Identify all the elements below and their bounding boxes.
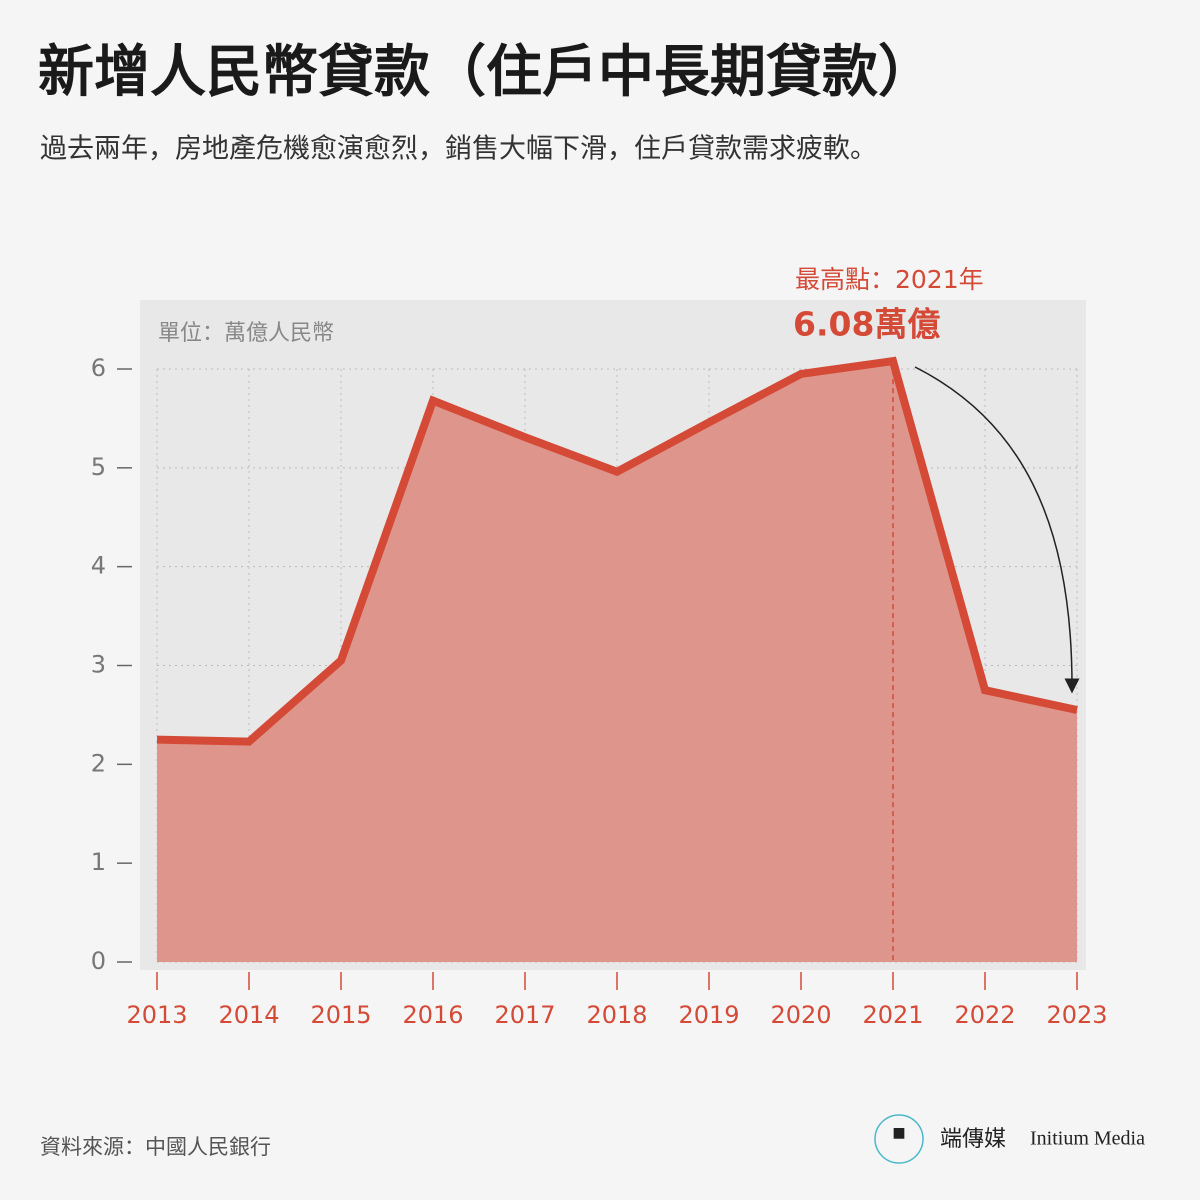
unit-label: 單位：萬億人民幣 bbox=[158, 321, 334, 346]
x-tick-label: 2023 bbox=[1046, 1001, 1107, 1029]
x-tick-label: 2015 bbox=[310, 1001, 371, 1029]
annotation-value: 6.08萬億 bbox=[793, 305, 940, 344]
line bbox=[156, 356, 1078, 746]
x-tick-label: 2022 bbox=[954, 1001, 1015, 1029]
source: 資料來源：中國人民銀行 bbox=[40, 1135, 271, 1159]
x-tick-label: 2017 bbox=[494, 1001, 555, 1029]
x-tick-label: 2018 bbox=[586, 1001, 647, 1029]
brand-chinese: 端傳媒 bbox=[940, 1127, 1006, 1152]
brand-english: Initium Media bbox=[1030, 1128, 1145, 1150]
y-tick-label: 4 bbox=[91, 552, 106, 580]
annotation-label: 最高點：2021年 bbox=[795, 265, 984, 294]
annotation-arrow bbox=[914, 366, 1080, 694]
chart-title: 新增人民幣貸款（住戶中長期貸款） bbox=[38, 40, 934, 105]
x-tick-label: 2013 bbox=[126, 1001, 187, 1029]
x-tick-label: 2016 bbox=[402, 1001, 463, 1029]
logo-glyph: ■ bbox=[892, 1125, 905, 1141]
x-tick-label: 2021 bbox=[862, 1001, 923, 1029]
y-tick-label: 6 bbox=[91, 354, 106, 382]
y-tick-label: 0 bbox=[91, 947, 106, 975]
chart-subtitle: 過去兩年，房地產危機愈演愈烈，銷售大幅下滑，住戶貸款需求疲軟。 bbox=[40, 134, 877, 165]
x-tick-label: 2019 bbox=[678, 1001, 739, 1029]
logo-mark bbox=[874, 1114, 924, 1164]
y-tick-label: 2 bbox=[91, 749, 106, 777]
area bbox=[157, 361, 1077, 962]
plot: 0 1 2 3 4 5 6 2013 2014 2015 2016 2017 2018 2019 2020 2… bbox=[91, 354, 1108, 1029]
y-tick-label: 5 bbox=[91, 453, 106, 481]
y-tick-label: 1 bbox=[91, 848, 106, 876]
x-tick-label: 2020 bbox=[770, 1001, 831, 1029]
x-tick-label: 2014 bbox=[218, 1001, 279, 1029]
y-tick-label: 3 bbox=[91, 651, 106, 679]
